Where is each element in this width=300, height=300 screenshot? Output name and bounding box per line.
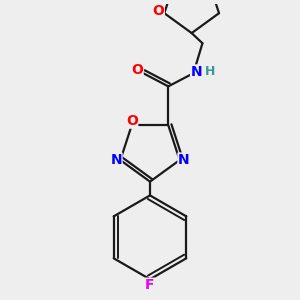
Text: H: H	[205, 65, 215, 79]
Text: O: O	[126, 114, 138, 128]
Text: O: O	[152, 4, 164, 18]
Text: N: N	[190, 65, 202, 79]
Text: N: N	[110, 153, 122, 167]
Text: O: O	[131, 63, 143, 77]
Text: N: N	[178, 153, 190, 167]
Text: F: F	[145, 278, 155, 292]
